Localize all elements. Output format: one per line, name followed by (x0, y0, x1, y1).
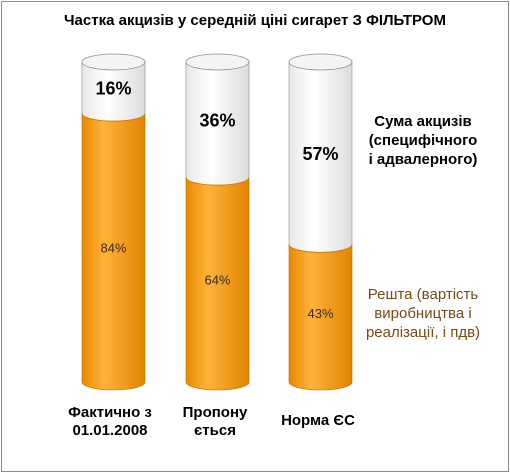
category-label: Норма ЄС (258, 412, 378, 430)
legend-rest: Решта (вартість виробництва і реалізації… (350, 285, 496, 342)
bar-segment-boundary (185, 177, 250, 186)
bar-segment-rest (185, 176, 250, 391)
category-label-line: Пропону (182, 404, 248, 421)
category-label-line: ється (194, 422, 236, 439)
data-label-rest: 43% (307, 306, 333, 321)
category-label: Фактично з 01.01.2008 (50, 404, 170, 440)
bar-segment-rest (81, 112, 146, 391)
legend-rest-line: Решта (вартість (367, 286, 479, 303)
category-label-line: Фактично з (68, 404, 152, 421)
legend-excise-line: і адвалерного) (368, 151, 478, 168)
bar-segment-rest (288, 244, 353, 391)
category-label: Пропону ється (155, 404, 275, 440)
category-label-line: 01.01.2008 (72, 422, 148, 439)
data-label-rest: 84% (100, 241, 126, 256)
bar-top-cap (288, 53, 353, 71)
bar-cylinder: 16% 84% (81, 53, 146, 391)
bar-cylinder: 36% 64% (185, 53, 250, 391)
chart-title: Частка акцизів у середній ціні сигарет З… (64, 12, 446, 29)
data-label-excise: 57% (302, 144, 338, 164)
legend-excise-line: Сума акцизів (374, 113, 472, 130)
bar-segment-boundary (81, 113, 146, 122)
legend-rest-line: виробництва і (374, 305, 472, 322)
bar-top-cap (81, 53, 146, 71)
legend-excise-line: (специфічного (368, 132, 478, 149)
data-label-excise: 16% (95, 79, 131, 99)
legend-rest-line: реалізації, і пдв) (365, 324, 481, 341)
data-label-excise: 36% (199, 111, 235, 131)
category-label-line: Норма ЄС (281, 412, 355, 429)
bar-cylinder: 57% 43% (288, 53, 353, 391)
legend-excise: Сума акцизів (специфічного і адвалерного… (348, 112, 498, 169)
data-label-rest: 64% (204, 273, 230, 288)
bar-segment-boundary (288, 244, 353, 253)
bar-top-cap (185, 53, 250, 71)
